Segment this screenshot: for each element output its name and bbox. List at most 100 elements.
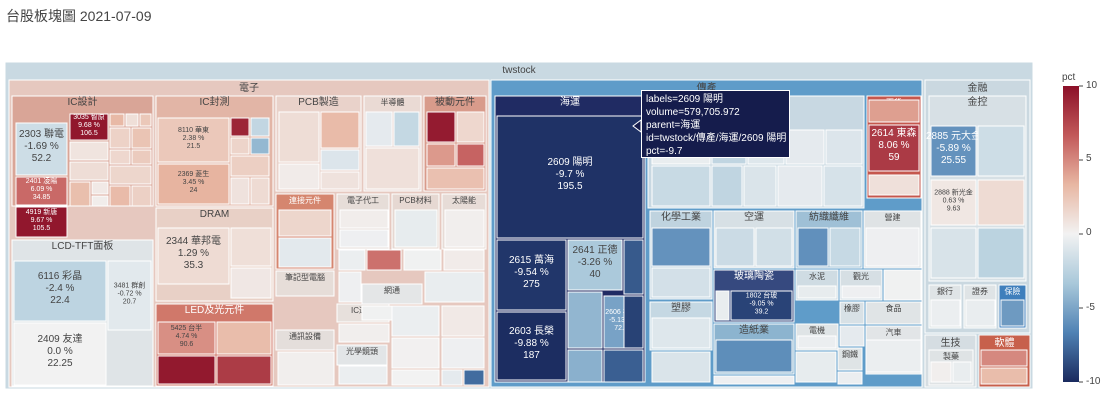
stock-tile-0-1-0[interactable] xyxy=(157,117,230,163)
small-stock-tile-112[interactable] xyxy=(980,367,1028,385)
small-stock-tile-23[interactable] xyxy=(320,111,360,149)
small-stock-tile-34[interactable] xyxy=(426,167,485,190)
stock-tile-1-0-2[interactable] xyxy=(567,239,623,291)
stock-tile-0-10-2[interactable] xyxy=(13,322,107,386)
small-stock-tile-58[interactable] xyxy=(391,369,440,386)
small-stock-tile-16[interactable] xyxy=(250,117,270,137)
stock-tile-0-10-1[interactable] xyxy=(107,260,152,331)
small-stock-tile-99[interactable] xyxy=(837,371,863,385)
industry-1-14[interactable] xyxy=(837,347,863,371)
small-stock-tile-37[interactable] xyxy=(278,209,332,237)
small-stock-tile-2[interactable] xyxy=(139,113,152,127)
small-stock-tile-109[interactable] xyxy=(930,361,952,383)
small-stock-tile-67[interactable] xyxy=(567,349,603,383)
small-stock-tile-43[interactable] xyxy=(216,321,272,355)
small-stock-tile-80[interactable] xyxy=(651,227,711,267)
small-stock-tile-92[interactable] xyxy=(715,339,793,373)
small-stock-tile-30[interactable] xyxy=(426,111,456,143)
stock-tile-2-0-1[interactable] xyxy=(930,179,977,226)
small-stock-tile-86[interactable] xyxy=(651,267,711,298)
small-stock-tile-25[interactable] xyxy=(278,163,320,190)
stock-tile-0-1-1[interactable] xyxy=(157,163,230,205)
industry-0-16[interactable] xyxy=(336,344,388,366)
small-stock-tile-75[interactable] xyxy=(651,165,711,207)
small-stock-tile-69[interactable] xyxy=(623,295,644,349)
small-stock-tile-38[interactable] xyxy=(278,237,332,268)
small-stock-tile-7[interactable] xyxy=(131,149,152,165)
stock-tile-0-0-2[interactable] xyxy=(15,176,68,206)
small-stock-tile-95[interactable] xyxy=(865,339,922,373)
small-stock-tile-26[interactable] xyxy=(320,171,360,190)
small-stock-tile-5[interactable] xyxy=(69,141,109,161)
small-stock-tile-96[interactable] xyxy=(651,351,711,383)
small-stock-tile-11[interactable] xyxy=(109,165,152,185)
small-stock-tile-17[interactable] xyxy=(230,137,250,155)
small-stock-tile-97[interactable] xyxy=(713,375,795,385)
industry-1-12[interactable] xyxy=(839,301,865,325)
small-stock-tile-6[interactable] xyxy=(109,149,131,165)
small-stock-tile-102[interactable] xyxy=(977,125,1025,177)
small-stock-tile-3[interactable] xyxy=(109,127,131,149)
small-stock-tile-22[interactable] xyxy=(278,111,320,163)
small-stock-tile-49[interactable] xyxy=(443,249,485,271)
small-stock-tile-106[interactable] xyxy=(930,299,961,327)
small-stock-tile-68[interactable] xyxy=(603,349,644,383)
small-stock-tile-56[interactable] xyxy=(391,337,440,369)
industry-0-12[interactable] xyxy=(275,270,335,297)
small-stock-tile-32[interactable] xyxy=(426,143,456,167)
small-stock-tile-53[interactable] xyxy=(338,323,390,343)
small-stock-tile-4[interactable] xyxy=(131,127,152,149)
small-stock-tile-51[interactable] xyxy=(424,271,485,303)
small-stock-tile-59[interactable] xyxy=(441,369,463,386)
small-stock-tile-46[interactable] xyxy=(338,249,366,271)
small-stock-tile-9[interactable] xyxy=(69,181,91,207)
small-stock-tile-35[interactable] xyxy=(230,227,272,267)
small-stock-tile-44[interactable] xyxy=(157,355,216,385)
small-stock-tile-36[interactable] xyxy=(230,267,272,299)
small-stock-tile-50[interactable] xyxy=(338,271,362,303)
stock-tile-0-10-0[interactable] xyxy=(13,260,107,322)
stock-tile-1-0-0[interactable] xyxy=(496,115,644,239)
small-stock-tile-108[interactable] xyxy=(1000,299,1025,327)
small-stock-tile-65[interactable] xyxy=(623,239,644,295)
small-stock-tile-100[interactable] xyxy=(868,99,920,123)
stock-tile-0-0-3[interactable] xyxy=(15,206,68,238)
small-stock-tile-19[interactable] xyxy=(230,155,270,177)
stock-tile-1-1-0[interactable] xyxy=(868,124,920,172)
small-stock-tile-40[interactable] xyxy=(339,229,389,248)
small-stock-tile-31[interactable] xyxy=(456,111,485,143)
small-stock-tile-21[interactable] xyxy=(250,177,270,205)
small-stock-tile-94[interactable] xyxy=(839,325,865,347)
small-stock-tile-104[interactable] xyxy=(930,227,977,279)
small-stock-tile-39[interactable] xyxy=(339,209,389,229)
small-stock-tile-85[interactable] xyxy=(865,227,920,267)
small-stock-tile-0[interactable] xyxy=(109,113,125,127)
small-stock-tile-27[interactable] xyxy=(365,111,393,147)
stock-tile-1-6-0[interactable] xyxy=(730,290,793,321)
small-stock-tile-111[interactable] xyxy=(980,349,1028,367)
small-stock-tile-1[interactable] xyxy=(125,113,139,127)
small-stock-tile-14[interactable] xyxy=(91,195,109,207)
small-stock-tile-12[interactable] xyxy=(109,185,131,207)
stock-tile-0-0-0[interactable] xyxy=(15,122,68,176)
small-stock-tile-62[interactable] xyxy=(277,351,335,386)
stock-tile-2-0-0[interactable] xyxy=(930,125,977,177)
small-stock-tile-29[interactable] xyxy=(365,147,420,190)
stock-tile-1-0-1[interactable] xyxy=(496,239,567,311)
small-stock-tile-88[interactable] xyxy=(797,285,837,299)
small-stock-tile-87[interactable] xyxy=(715,290,730,321)
small-stock-tile-89[interactable] xyxy=(841,285,881,299)
small-stock-tile-60[interactable] xyxy=(463,369,485,386)
small-stock-tile-24[interactable] xyxy=(320,149,360,171)
industry-0-15[interactable] xyxy=(275,329,335,351)
small-stock-tile-78[interactable] xyxy=(777,165,823,207)
small-stock-tile-93[interactable] xyxy=(797,335,837,349)
small-stock-tile-79[interactable] xyxy=(823,165,863,207)
small-stock-tile-77[interactable] xyxy=(743,165,777,207)
small-stock-tile-74[interactable] xyxy=(825,129,863,165)
small-stock-tile-33[interactable] xyxy=(456,143,485,167)
stock-tile-0-11-0[interactable] xyxy=(157,321,216,355)
small-stock-tile-98[interactable] xyxy=(795,351,837,383)
small-stock-tile-73[interactable] xyxy=(785,129,825,165)
